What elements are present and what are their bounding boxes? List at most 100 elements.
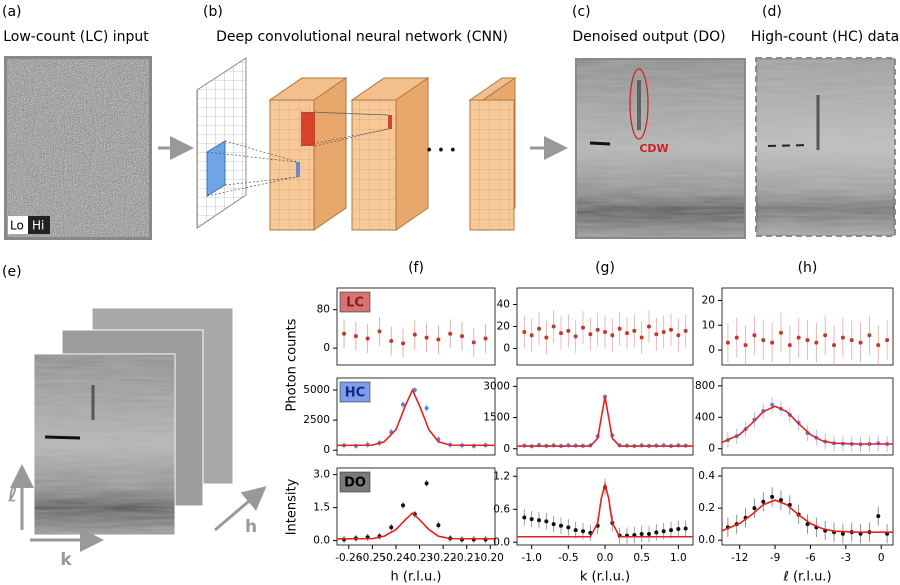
- panel-title: High-count (HC) data: [751, 29, 899, 45]
- fit-line: [517, 481, 693, 538]
- data-point: [669, 327, 673, 332]
- data-point: [661, 330, 666, 334]
- tag-label: HC: [345, 386, 365, 401]
- x-tick-label: 0: [878, 552, 885, 564]
- data-point: [566, 328, 571, 333]
- data-point: [761, 338, 766, 343]
- data-point: [412, 388, 417, 393]
- x-tick-label: 1.0: [670, 552, 687, 564]
- y-axis-label: Intensity: [285, 478, 300, 535]
- plot-frame: [721, 287, 894, 366]
- data-point: [661, 529, 666, 534]
- data-point: [581, 529, 585, 534]
- tag-label: DO: [344, 476, 366, 491]
- plot-area: [522, 310, 688, 354]
- tag-box: [339, 381, 371, 403]
- panel-title: Deep convolutional neural network (CNN): [216, 29, 508, 45]
- data-point: [401, 341, 406, 346]
- x-axis-label: ℓ (r.l.u.): [782, 570, 831, 585]
- data-point: [849, 338, 854, 343]
- axes-arrows: [9, 464, 267, 552]
- data-point: [752, 506, 757, 511]
- annotation: CDW: [639, 142, 668, 155]
- panel-label: (a): [2, 4, 22, 20]
- data-point: [778, 498, 783, 503]
- data-point: [522, 515, 527, 520]
- plot-frame: [721, 467, 894, 546]
- data-point: [401, 503, 406, 508]
- x-tick-label: -1.0: [521, 552, 542, 564]
- data-point: [654, 332, 659, 337]
- data-point: [551, 522, 556, 527]
- plot-area: [337, 480, 495, 543]
- feature: [296, 162, 300, 177]
- lc-noise: [7, 59, 149, 237]
- layer: [468, 77, 517, 231]
- fit-line: [517, 396, 693, 447]
- x-tick-label: -3: [841, 552, 851, 564]
- data-point: [529, 517, 534, 522]
- y-tick-label: 400: [695, 411, 715, 423]
- data-point: [805, 522, 810, 527]
- data-point: [573, 528, 578, 533]
- feature: [388, 115, 392, 129]
- data-point: [603, 330, 607, 334]
- data-point: [483, 336, 488, 341]
- panel-label: (b): [203, 4, 223, 20]
- data-point: [595, 327, 600, 332]
- data-point: [537, 326, 541, 331]
- data-point: [588, 332, 593, 337]
- plot-area: [517, 394, 693, 449]
- tag-label: LC: [346, 296, 364, 311]
- y-tick-label: 0: [708, 443, 715, 455]
- y-tick-label: 0.4: [698, 470, 715, 482]
- y-tick-label: 0.0: [313, 535, 330, 547]
- y-tick-label: 0.2: [698, 502, 715, 514]
- data-point: [770, 340, 775, 345]
- data-point: [353, 334, 358, 339]
- data-point: [725, 340, 730, 345]
- layer: [268, 77, 348, 231]
- y-tick-label: 1.5: [313, 502, 330, 514]
- tag-box: [339, 291, 371, 313]
- x-tick-label: -0.20: [477, 552, 504, 564]
- data-point: [676, 333, 681, 338]
- data-point: [683, 328, 688, 333]
- lo-label: Lo: [10, 219, 24, 233]
- feature: [589, 141, 611, 146]
- plot-area: [337, 386, 495, 450]
- data-point: [529, 333, 534, 338]
- y-tick-label: 1.2: [493, 470, 510, 482]
- data-point: [770, 402, 775, 407]
- axis-label: h: [245, 517, 257, 537]
- data-point: [544, 335, 549, 340]
- x-tick-label: -0.21: [453, 552, 480, 564]
- y-tick-label: 0: [323, 342, 330, 354]
- x-tick-label: -6: [805, 552, 816, 564]
- feature: [301, 112, 315, 146]
- plot-area: [722, 396, 893, 453]
- y-tick-label: 0: [708, 344, 715, 356]
- data-point: [559, 331, 563, 336]
- data-point: [377, 329, 382, 334]
- panel-label: (f): [408, 260, 424, 276]
- data-point: [832, 343, 837, 348]
- feature: [767, 144, 811, 147]
- data-point: [436, 337, 441, 342]
- data-point: [424, 335, 429, 340]
- y-tick-label: 0: [323, 444, 330, 456]
- data-point: [805, 338, 810, 343]
- plot-frame: [336, 467, 496, 546]
- axis-label: k: [60, 550, 72, 570]
- data-point: [796, 335, 801, 340]
- data-point: [840, 531, 845, 536]
- data-point: [876, 343, 881, 348]
- hc-texture: [758, 60, 893, 234]
- layer: [350, 77, 430, 231]
- data-point: [544, 519, 549, 524]
- plot-area: [725, 312, 890, 365]
- panel-title: Low-count (LC) input: [3, 29, 149, 45]
- panel-title: Denoised output (DO): [572, 29, 725, 45]
- data-point: [770, 494, 775, 499]
- data-point: [639, 335, 644, 340]
